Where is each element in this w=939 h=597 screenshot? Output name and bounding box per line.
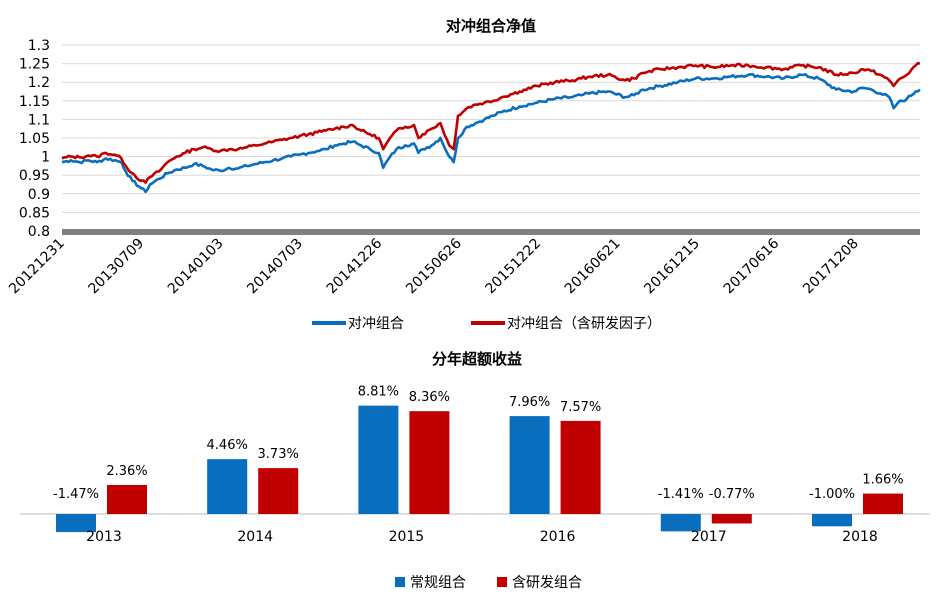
legend-label-regular: 常规组合 bbox=[410, 575, 466, 591]
x-tick-label: 20150626 bbox=[403, 235, 465, 297]
bar-rd bbox=[711, 514, 752, 524]
line-series-2 bbox=[61, 61, 921, 184]
bar-regular bbox=[207, 459, 248, 514]
line-series-1 bbox=[61, 72, 921, 194]
data-label: 4.46% bbox=[207, 438, 248, 453]
data-label: 7.57% bbox=[560, 400, 601, 415]
x-tick-label: 20130709 bbox=[86, 236, 148, 298]
line-chart-grid bbox=[62, 44, 920, 235]
bar-chart: 分年超额收益 -1.47% 2.36% 4.46% 3.73% 8.81% 8.36% 7.… bbox=[20, 350, 930, 591]
bar-rd bbox=[560, 420, 601, 514]
y-tick-label: 1.3 bbox=[28, 38, 50, 54]
bar-rd bbox=[107, 484, 147, 514]
y-tick-label: 0.95 bbox=[19, 168, 50, 184]
data-label: 7.96% bbox=[509, 395, 550, 410]
line-chart-y-ticks: 1.3 1.25 1.2 1.15 1.1 1.05 1 0.95 0.9 0.85 0.8 bbox=[19, 38, 50, 240]
y-tick-label: 1.15 bbox=[19, 94, 50, 110]
bar-chart-title: 分年超额收益 bbox=[432, 350, 522, 368]
x-tick-label: 20121231 bbox=[6, 236, 68, 298]
x-tick-label: 20151222 bbox=[483, 236, 545, 298]
bar-rd bbox=[258, 468, 299, 514]
line-chart-title: 对冲组合净值 bbox=[446, 17, 536, 35]
bar-rd bbox=[863, 493, 903, 514]
data-label: -1.00% bbox=[809, 487, 855, 502]
line-chart-x-ticks: 20121231 20130709 20140103 20140703 20141226… bbox=[6, 235, 862, 297]
legend-swatch-rd bbox=[497, 577, 507, 587]
y-tick-label: 0.9 bbox=[28, 187, 50, 203]
bar-regular bbox=[358, 405, 399, 514]
x-tick-label: 20160621 bbox=[562, 236, 624, 298]
bar-regular bbox=[812, 514, 852, 527]
bar-rd bbox=[409, 411, 450, 514]
bar-chart-categories: 2013 2014 2015 2016 2017 2018 bbox=[86, 529, 878, 545]
data-label: 8.81% bbox=[358, 385, 399, 400]
line-chart-legend: 对冲组合 对冲组合（含研发因子） bbox=[312, 316, 661, 332]
category-label: 2017 bbox=[691, 529, 727, 545]
legend-swatch-regular bbox=[395, 577, 405, 587]
data-label: 8.36% bbox=[409, 390, 450, 405]
legend-label-rd: 含研发组合 bbox=[512, 575, 582, 591]
bar-chart-bars: -1.47% 2.36% 4.46% 3.73% 8.81% 8.36% 7.96% 7.57… bbox=[20, 385, 930, 533]
x-tick-label: 20161215 bbox=[641, 236, 703, 298]
data-label: 1.66% bbox=[862, 473, 903, 488]
data-label: 3.73% bbox=[258, 447, 299, 462]
bar-regular bbox=[509, 416, 550, 514]
x-tick-label: 20141226 bbox=[324, 235, 386, 297]
legend-label-series-1: 对冲组合 bbox=[348, 316, 404, 332]
y-tick-label: 1.05 bbox=[19, 131, 50, 147]
x-tick-label: 20170616 bbox=[721, 235, 783, 297]
x-tick-label: 20140103 bbox=[165, 236, 227, 298]
legend-label-series-2: 对冲组合（含研发因子） bbox=[507, 316, 661, 332]
category-label: 2015 bbox=[389, 529, 425, 545]
data-label: -1.47% bbox=[53, 487, 99, 502]
data-label: -1.41% bbox=[658, 487, 704, 502]
category-label: 2016 bbox=[540, 529, 576, 545]
line-chart-series bbox=[61, 61, 921, 194]
x-tick-label: 20140703 bbox=[244, 236, 306, 298]
data-label: -0.77% bbox=[709, 487, 755, 502]
x-tick-label: 20171208 bbox=[800, 236, 862, 298]
x-axis-line bbox=[62, 229, 920, 235]
bar-regular bbox=[56, 514, 96, 533]
data-label: 2.36% bbox=[106, 464, 147, 479]
bar-chart-legend: 常规组合 含研发组合 bbox=[395, 575, 582, 591]
category-label: 2013 bbox=[86, 529, 122, 545]
y-tick-label: 0.8 bbox=[28, 224, 50, 240]
y-tick-label: 0.85 bbox=[19, 205, 50, 221]
line-chart: 对冲组合净值 1.3 1.25 1.2 1.15 1.1 1.05 1 0.95 0.9 0.85… bbox=[6, 17, 921, 332]
y-tick-label: 1.1 bbox=[28, 112, 50, 128]
y-tick-label: 1.2 bbox=[28, 75, 50, 91]
bar-regular bbox=[660, 514, 701, 532]
y-tick-label: 1.25 bbox=[19, 57, 50, 73]
category-label: 2018 bbox=[842, 529, 878, 545]
y-tick-label: 1 bbox=[41, 150, 50, 166]
category-label: 2014 bbox=[237, 529, 273, 545]
